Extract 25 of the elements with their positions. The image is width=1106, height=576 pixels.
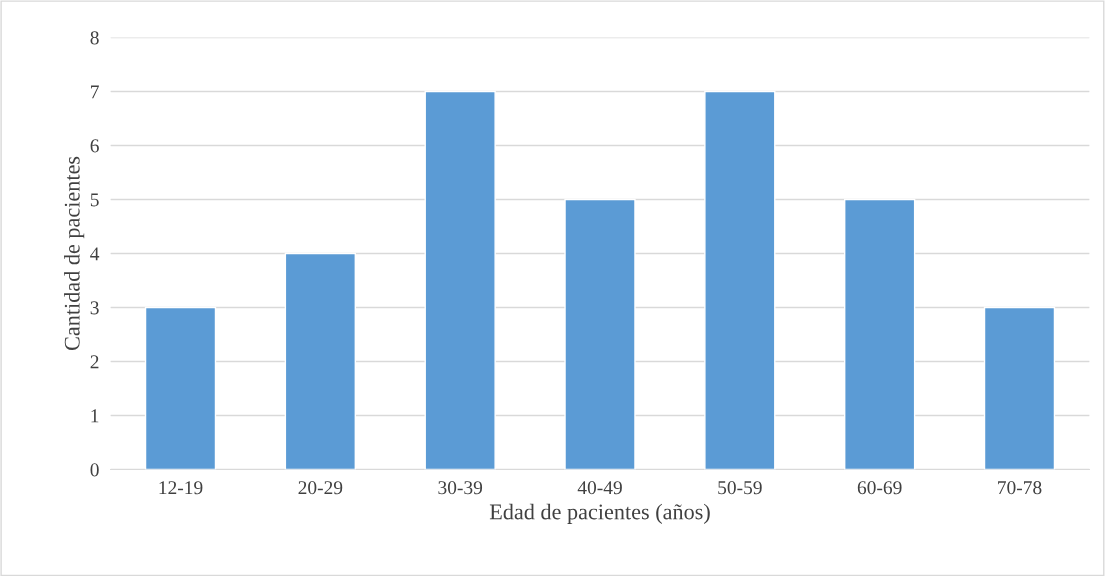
bar [704,90,776,470]
bar [983,306,1056,470]
bar [144,306,217,470]
x-tick-label: 60-69 [857,481,902,495]
x-tick-label: 70-78 [998,481,1042,495]
y-tick-label: 5 [90,193,99,207]
y-tick-label: 0 [90,463,99,477]
x-tick-label: 50-59 [718,481,762,495]
y-tick-label: 8 [90,31,99,45]
y-axis-title: Cantidad de pacientes [64,156,85,351]
y-tick-label: 3 [90,301,99,315]
bar [844,198,916,470]
bar [424,90,496,470]
x-axis-title: Edad de pacientes (años) [489,503,710,524]
y-tick-label: 1 [91,409,99,423]
x-tick-label: 30-39 [438,481,483,495]
bar [284,252,356,470]
y-tick-label: 7 [91,85,99,99]
x-tick-label: 40-49 [577,481,622,495]
bar [564,198,636,470]
y-tick-label: 2 [90,355,99,369]
x-tick-label: 12-19 [159,481,203,495]
y-tick-label: 4 [90,247,100,261]
y-tick-label: 6 [90,139,99,153]
x-tick-label: 20-29 [298,481,343,495]
